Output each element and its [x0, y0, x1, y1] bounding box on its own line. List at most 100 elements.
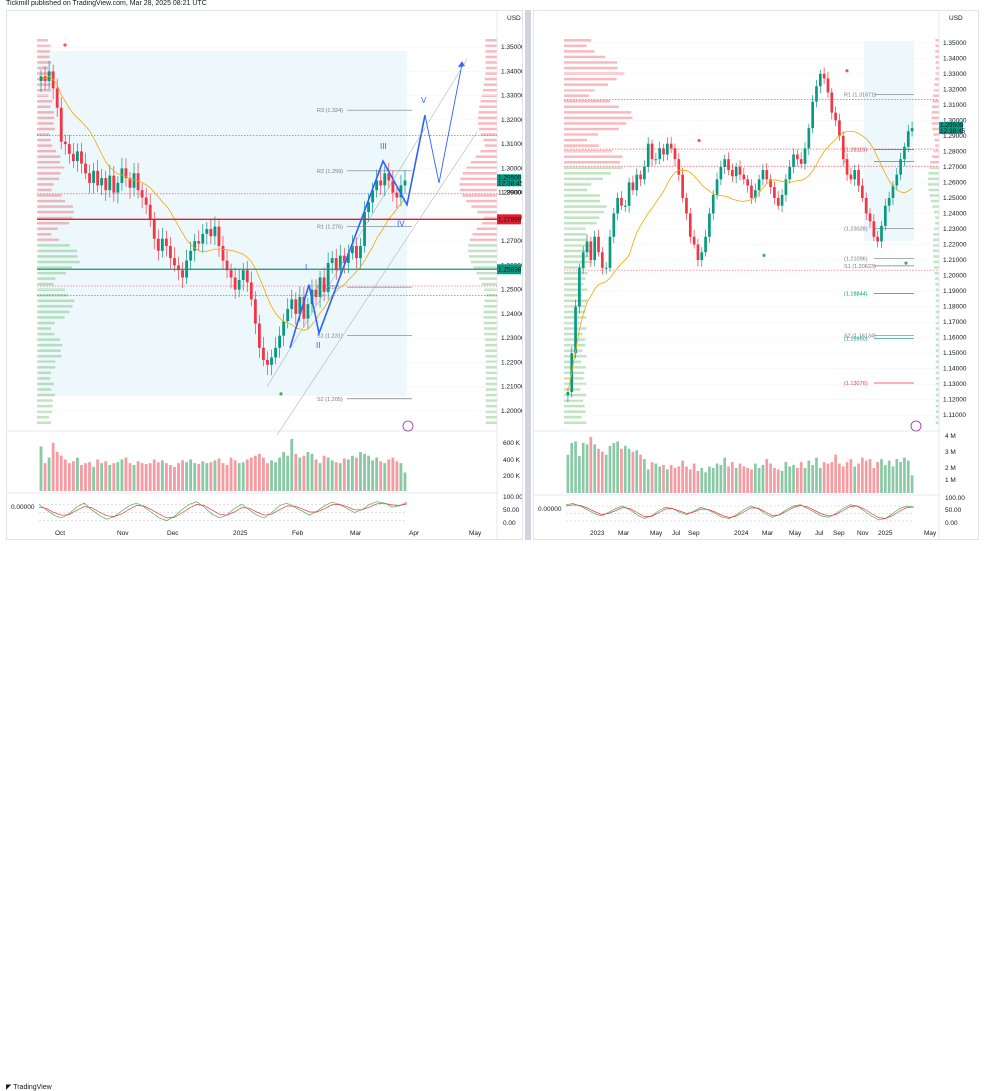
- candle-body: [156, 238, 160, 251]
- candle-body: [731, 170, 734, 177]
- signal-dot: [845, 69, 849, 73]
- candle-body: [792, 154, 795, 167]
- y-tick-label: 1.31000: [943, 102, 967, 109]
- volume-bar: [708, 466, 711, 493]
- volume-profile-bar-right: [935, 282, 939, 286]
- volume-profile-bar: [564, 77, 617, 81]
- candle-body: [379, 180, 383, 186]
- volume-profile-bar-right: [468, 244, 497, 247]
- volume-tick-label: 4 M: [945, 433, 956, 440]
- replay-icon: [910, 420, 922, 432]
- volume-bar: [213, 460, 217, 491]
- chart-svg-left[interactable]: 1.35000 1.34000 1.33000 1.32000 1.31000 1.300…: [7, 11, 522, 539]
- volume-bar: [395, 461, 399, 491]
- candle-body: [803, 148, 807, 164]
- pivot-label: (1.28115): [844, 148, 867, 154]
- candle-body: [811, 101, 814, 129]
- chart-svg-right[interactable]: 1.35000 1.34000 1.33000 1.32000 1.31000 1.300…: [534, 11, 978, 539]
- volume-bar: [51, 442, 55, 491]
- volume-profile-bar: [564, 88, 595, 92]
- volume-bar: [841, 466, 845, 493]
- volume-bar: [67, 463, 71, 491]
- x-tick-label: Feb: [292, 530, 304, 537]
- volume-profile-bar: [37, 321, 55, 325]
- volume-profile-bar-right: [479, 277, 497, 280]
- candle-body: [719, 166, 723, 180]
- volume-profile-bar-right: [466, 199, 497, 203]
- volume-bar: [132, 465, 136, 491]
- volume-profile-bar: [564, 421, 587, 424]
- volume-profile-bar-right: [934, 83, 939, 86]
- volume-bar: [387, 459, 391, 491]
- volume-profile-bar-right: [478, 122, 497, 125]
- volume-profile-bar: [37, 338, 61, 341]
- volume-bar: [350, 455, 354, 491]
- pane-divider[interactable]: [525, 10, 531, 540]
- candle-body: [620, 197, 623, 206]
- volume-bar: [608, 445, 612, 493]
- x-tick-label: 2025: [878, 530, 893, 537]
- volume-profile-bar-right: [483, 321, 497, 325]
- volume-profile-bar-right: [481, 282, 497, 286]
- candle-body: [627, 182, 631, 206]
- volume-profile-bar: [564, 122, 627, 125]
- candle-body: [92, 170, 96, 183]
- y-tick-label: 1.14000: [943, 366, 967, 373]
- volume-bar: [895, 459, 899, 493]
- volume-bar: [63, 459, 67, 491]
- volume-profile-bar: [564, 50, 595, 53]
- volume-profile-bar: [564, 410, 586, 413]
- volume-profile-bar-right: [466, 166, 497, 170]
- volume-bar: [383, 463, 387, 491]
- volume-bar: [780, 470, 784, 493]
- volume-bar: [104, 461, 108, 491]
- countdown-label: 12:38:45: [940, 128, 966, 135]
- volume-profile-bar: [564, 266, 586, 269]
- volume-bar: [769, 463, 772, 493]
- volume-bar: [903, 457, 906, 493]
- candle-body: [903, 146, 906, 160]
- y-tick-label: 1.20000: [501, 408, 522, 415]
- volume-profile-bar-right: [485, 343, 497, 347]
- chart-pane-left[interactable]: 1.35000 1.34000 1.33000 1.32000 1.31000 1.300…: [6, 10, 523, 540]
- volume-profile-bar: [564, 172, 611, 175]
- volume-profile-bar-right: [477, 116, 497, 120]
- volume-profile-bar: [37, 100, 53, 103]
- candle-body: [838, 120, 841, 136]
- candle-body: [120, 168, 124, 183]
- volume-profile-bar-right: [931, 116, 939, 120]
- oscillator-tick-label: 0.00: [503, 520, 516, 527]
- volume-bar: [330, 460, 334, 491]
- candle-body: [229, 270, 233, 278]
- volume-bar: [249, 457, 253, 491]
- volume-bar: [282, 452, 286, 491]
- volume-bar: [80, 465, 83, 491]
- candle-body: [104, 178, 108, 191]
- volume-profile-bar: [37, 155, 61, 158]
- volume-profile-bar: [564, 155, 623, 158]
- volume-bar: [639, 454, 642, 493]
- volume-profile-bar-right: [478, 111, 497, 114]
- volume-profile-bar: [37, 166, 65, 170]
- volume-bar: [570, 442, 574, 493]
- volume-bar: [169, 465, 172, 491]
- volume-profile-bar: [37, 199, 66, 203]
- volume-bar: [314, 459, 318, 491]
- pivot-label: (1.23028): [844, 227, 868, 233]
- volume-profile-bar: [37, 343, 63, 347]
- volume-profile-bar-right: [469, 238, 497, 242]
- pivot-label: (1.15950): [844, 336, 868, 342]
- chart-pane-right[interactable]: 1.35000 1.34000 1.33000 1.32000 1.31000 1.300…: [533, 10, 979, 540]
- volume-profile-bar-right: [935, 216, 939, 219]
- candle-body: [164, 238, 168, 246]
- volume-profile-bar: [564, 282, 584, 286]
- candle-body: [861, 185, 864, 198]
- volume-bar: [578, 456, 581, 493]
- volume-profile-bar: [37, 282, 54, 286]
- oscillator-tick-label: 50.00: [945, 507, 962, 514]
- y-tick-label: 1.31000: [501, 141, 522, 148]
- candle-body: [834, 112, 837, 121]
- wave-projection-path: [424, 64, 463, 184]
- candle-body: [650, 143, 654, 160]
- volume-profile-bar-right: [484, 77, 497, 81]
